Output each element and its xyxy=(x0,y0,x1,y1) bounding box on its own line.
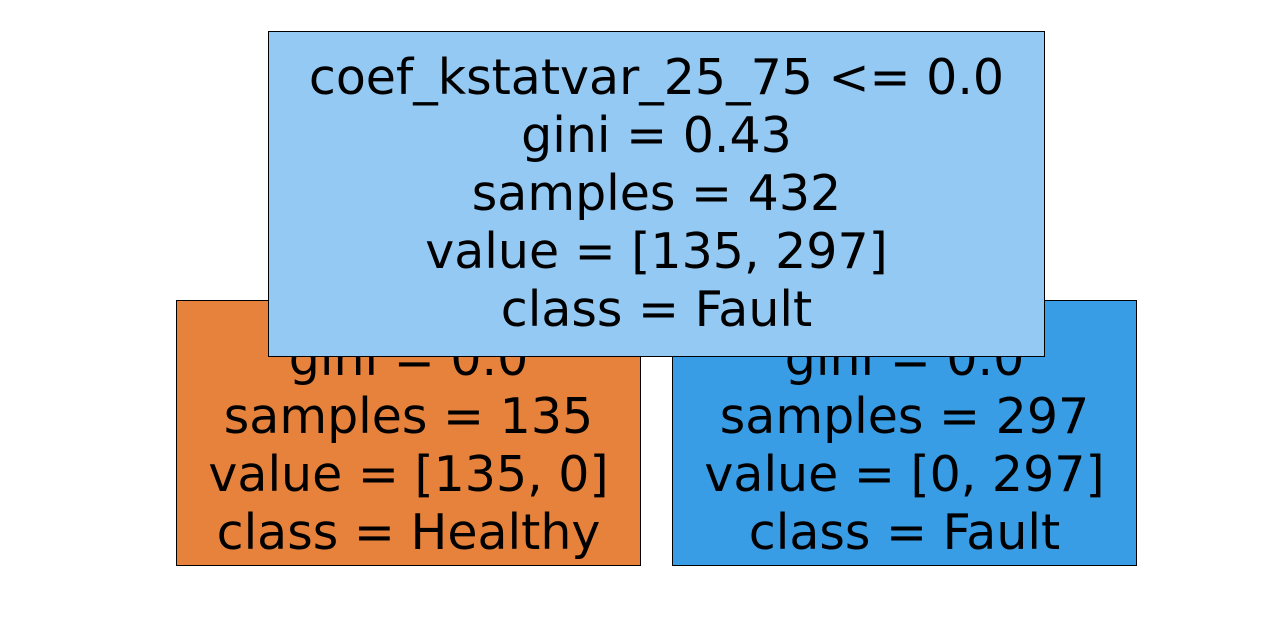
leaf-node-value: value = [135, 0] xyxy=(208,446,609,503)
leaf-node-samples: samples = 297 xyxy=(719,388,1090,445)
leaf-node-class: class = Healthy xyxy=(216,504,601,561)
root-node-samples: samples = 432 xyxy=(471,165,842,222)
leaf-node-samples: samples = 135 xyxy=(223,388,594,445)
root-node: coef_kstatvar_25_75 <= 0.0 gini = 0.43 s… xyxy=(268,31,1045,357)
leaf-node-class: class = Fault xyxy=(748,504,1061,561)
root-node-class: class = Fault xyxy=(500,281,813,338)
leaf-node-value: value = [0, 297] xyxy=(704,446,1105,503)
root-node-value: value = [135, 297] xyxy=(425,223,888,280)
root-node-split-rule: coef_kstatvar_25_75 <= 0.0 xyxy=(308,49,1005,106)
root-node-gini: gini = 0.43 xyxy=(521,107,792,164)
